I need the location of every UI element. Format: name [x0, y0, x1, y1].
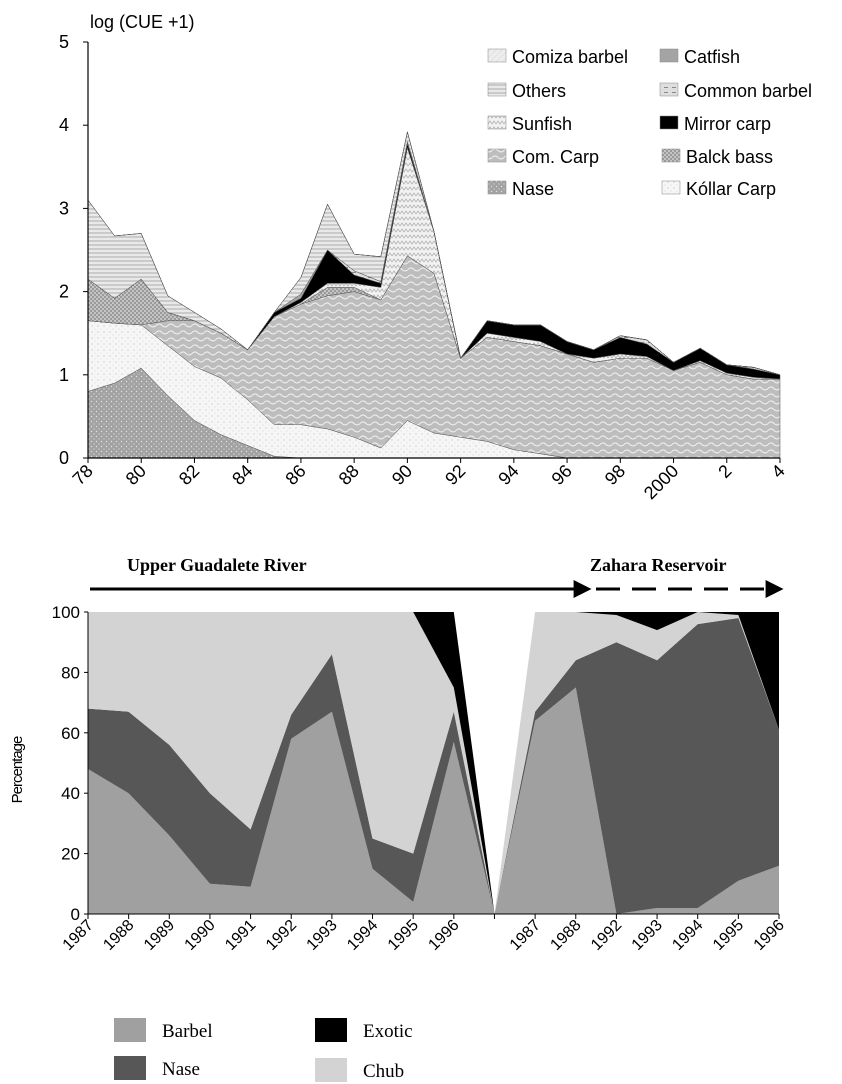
segment-annotations: Upper Guadalete River Zahara Reservoir	[90, 555, 784, 598]
top-area-comiza-barbel	[87, 131, 781, 376]
bottom-chart-y-axis-label: Percentage	[9, 736, 26, 803]
bottom-y-tick-label: 0	[71, 905, 80, 924]
bottom-area-barbel	[88, 687, 779, 914]
bottom-x-tick-label: 1988	[100, 917, 137, 954]
bottom-x-tick-label: 1996	[751, 917, 788, 954]
bottom-chart-legend: Barbel Exotic Nase Chub	[114, 1018, 413, 1082]
top-legend-swatch-com-carp	[487, 148, 507, 163]
bottom-x-tick-label: 1992	[263, 917, 300, 954]
bottom-legend-swatch-nase	[114, 1056, 146, 1080]
top-x-tick-label: 94	[494, 461, 522, 489]
bottom-x-tick-label: 1994	[669, 917, 706, 954]
bottom-x-tick-label: 1992	[588, 917, 625, 954]
bottom-chart-areas	[88, 612, 779, 914]
top-chart-areas	[87, 131, 781, 459]
segment-label-upper-guadalete: Upper Guadalete River	[127, 555, 307, 575]
top-legend-label-kollar-carp: Kóllar Carp	[686, 179, 776, 199]
top-x-tick-label: 98	[601, 461, 629, 489]
top-x-tick-label: 84	[228, 461, 256, 489]
bottom-legend-label-chub: Chub	[363, 1061, 404, 1082]
top-legend-label-common-barbel: Common barbel	[684, 81, 812, 101]
bottom-y-tick-label: 60	[61, 724, 80, 743]
top-legend-swatch-others	[487, 82, 507, 97]
bottom-y-tick-label: 100	[52, 603, 80, 622]
bottom-x-tick-label: 1990	[182, 917, 219, 954]
top-y-tick-label: 1	[59, 365, 69, 385]
bottom-legend-swatch-exotic	[315, 1018, 347, 1042]
top-x-tick-label: 78	[69, 461, 97, 489]
top-legend-swatch-kollar-carp	[661, 180, 681, 195]
top-chart-y-axis-label: log (CUE +1)	[90, 12, 195, 32]
bottom-x-tick-label: 1996	[425, 917, 462, 954]
bottom-x-tick-label: 1987	[507, 917, 544, 954]
top-legend-swatch-common-barbel	[659, 82, 679, 97]
bottom-y-tick-label: 80	[61, 663, 80, 682]
top-chart-legend: Comiza barbel Catfish Others Common barbel S…	[487, 47, 812, 199]
bottom-chart-x-ticks: 1987 1988 1989 1990 1991 1992 1993 1994 1995 1996…	[60, 914, 788, 954]
bottom-chart-y-ticks: 0 20 40 60 80 100	[52, 603, 88, 924]
top-y-tick-label: 0	[59, 448, 69, 468]
top-legend-label-comiza-barbel: Comiza barbel	[512, 47, 628, 67]
top-legend-swatch-comiza-barbel	[487, 48, 507, 63]
top-y-tick-label: 2	[59, 282, 69, 302]
top-legend-label-sunfish: Sunfish	[512, 114, 572, 134]
segment-label-zahara-reservoir: Zahara Reservoir	[590, 555, 726, 575]
top-y-tick-label: 4	[59, 115, 69, 135]
bottom-x-tick-label: 1994	[344, 917, 381, 954]
bottom-legend-label-nase: Nase	[162, 1059, 200, 1080]
top-x-tick-label: 2	[714, 461, 735, 482]
top-legend-label-mirror-carp: Mirror carp	[684, 114, 771, 134]
top-x-tick-label: 82	[175, 461, 203, 489]
bottom-x-tick-label: 1987	[60, 917, 97, 954]
bottom-legend-label-exotic: Exotic	[363, 1021, 413, 1042]
top-x-tick-label: 96	[548, 461, 576, 489]
top-legend-swatch-balck-bass	[661, 148, 681, 163]
top-chart: log (CUE +1) 0 1 2 3 4 5 78 80 82 84 86 88 90 92 94 96…	[59, 12, 812, 503]
top-y-tick-label: 5	[59, 32, 69, 52]
bottom-legend-label-barbel: Barbel	[162, 1021, 213, 1042]
top-legend-label-balck-bass: Balck bass	[686, 147, 773, 167]
top-legend-swatch-sunfish	[487, 115, 507, 130]
bottom-x-tick-label: 1993	[629, 917, 666, 954]
top-legend-label-catfish: Catfish	[684, 47, 740, 67]
top-x-tick-label: 88	[335, 461, 363, 489]
bottom-x-tick-label: 1988	[547, 917, 584, 954]
bottom-legend-swatch-barbel	[114, 1018, 146, 1042]
bottom-legend-swatch-chub	[315, 1058, 347, 1082]
top-legend-label-com-carp: Com. Carp	[512, 147, 599, 167]
top-x-tick-label: 86	[281, 461, 309, 489]
top-x-tick-label: 4	[768, 461, 789, 482]
top-legend-swatch-nase	[487, 180, 507, 195]
bottom-x-tick-label: 1995	[710, 917, 747, 954]
bottom-y-tick-label: 40	[61, 784, 80, 803]
bottom-area-chub	[88, 612, 779, 914]
bottom-area-nase	[88, 618, 779, 914]
top-x-tick-label: 90	[388, 461, 416, 489]
top-x-tick-label: 2000	[640, 461, 682, 503]
top-legend-label-nase: Nase	[512, 179, 554, 199]
bottom-x-tick-label: 1995	[385, 917, 422, 954]
bottom-y-tick-label: 20	[61, 845, 80, 864]
top-y-tick-label: 3	[59, 198, 69, 218]
top-x-tick-label: 80	[122, 461, 150, 489]
top-chart-x-ticks: 78 80 82 84 86 88 90 92 94 96 98 2000 2 4	[69, 458, 789, 503]
top-x-tick-label: 92	[441, 461, 469, 489]
bottom-x-tick-label: 1989	[141, 917, 178, 954]
top-legend-swatch-mirror-carp	[659, 115, 679, 130]
bottom-x-tick-label: 1991	[222, 917, 259, 954]
bottom-x-tick-label: 1993	[304, 917, 341, 954]
top-legend-label-others: Others	[512, 81, 566, 101]
top-legend-swatch-catfish	[659, 48, 679, 63]
top-chart-y-ticks: 0 1 2 3 4 5	[59, 32, 88, 468]
